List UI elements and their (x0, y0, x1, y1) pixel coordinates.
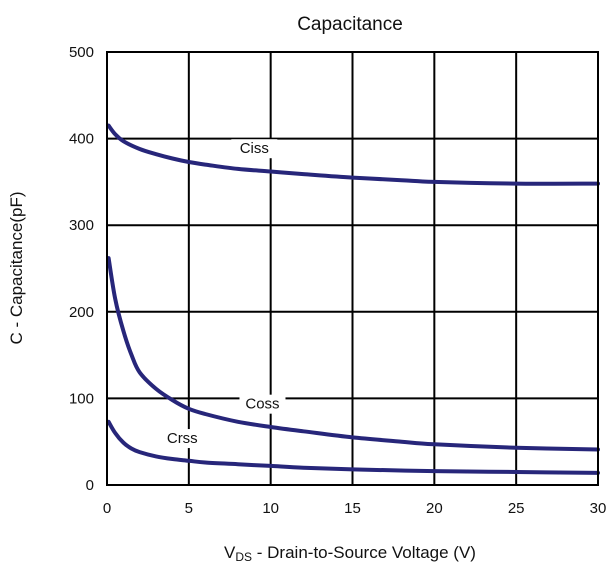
y-tick-label: 400 (69, 131, 94, 148)
x-axis-label: VDS - Drain-to-Source Voltage (V) (224, 543, 476, 564)
x-axis-ticks: 0 5 10 15 20 25 30 (103, 500, 607, 517)
x-axis-label-subscript: DS (235, 550, 252, 564)
series-label-ciss: Ciss (240, 140, 269, 157)
series-line-ciss (106, 123, 600, 186)
series-label-crss: Crss (167, 430, 198, 447)
series-label-bg (239, 394, 286, 414)
x-tick-label: 15 (344, 500, 361, 517)
x-tick-label: 10 (262, 500, 279, 517)
y-tick-label: 200 (69, 304, 94, 321)
plot-frame (106, 51, 599, 486)
x-tick-label: 0 (103, 500, 111, 517)
series-layer (106, 123, 600, 475)
x-axis-label-rest: - Drain-to-Source Voltage (V) (252, 543, 476, 562)
y-axis-ticks: 0 100 200 300 400 500 (69, 44, 94, 494)
x-tick-label: 20 (426, 500, 443, 517)
series-labels: Ciss Coss Crss (159, 139, 286, 449)
x-axis-label-prefix: V (224, 543, 236, 562)
chart-title: Capacitance (297, 14, 403, 35)
y-tick-label: 0 (86, 477, 94, 494)
y-axis-label: C - Capacitance(pF) (7, 191, 26, 344)
series-label-bg (231, 139, 278, 159)
series-line-coss (106, 256, 600, 452)
x-tick-label: 5 (185, 500, 193, 517)
x-tick-label: 30 (590, 500, 607, 517)
grid-lines (107, 52, 598, 485)
y-tick-label: 100 (69, 390, 94, 407)
y-tick-label: 300 (69, 217, 94, 234)
series-line-crss (106, 419, 600, 475)
x-tick-label: 25 (508, 500, 525, 517)
series-label-bg (159, 429, 206, 449)
series-label-coss: Coss (245, 396, 279, 413)
y-tick-label: 500 (69, 44, 94, 61)
